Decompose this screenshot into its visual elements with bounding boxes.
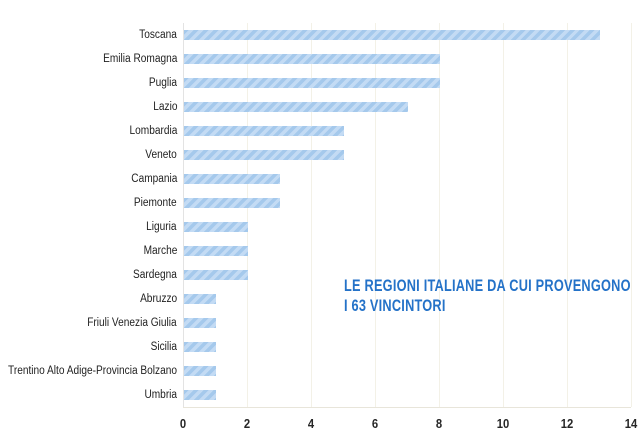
category-label-text: Lazio xyxy=(152,101,177,113)
category-label: Trentino Alto Adige-Provincia Bolzano xyxy=(0,359,177,383)
category-label: Lombardia xyxy=(0,119,177,143)
bar-liguria xyxy=(184,222,248,232)
gridline xyxy=(375,23,376,407)
gridline xyxy=(631,23,632,407)
category-label-text: Puglia xyxy=(148,77,177,89)
x-tick-label: 6 xyxy=(371,417,379,431)
x-tick-label: 4 xyxy=(307,417,315,431)
category-label: Friuli Venezia Giulia xyxy=(0,311,177,335)
category-label-text: Sardegna xyxy=(133,269,177,281)
bar-toscana xyxy=(184,30,600,40)
category-label-text: Friuli Venezia Giulia xyxy=(87,317,177,329)
bar-trentino-alto-adige-provincia-bolzano xyxy=(184,366,216,376)
category-label-text: Umbria xyxy=(144,389,177,401)
category-label-text: Marche xyxy=(143,245,177,257)
bar-piemonte xyxy=(184,198,280,208)
category-label: Toscana xyxy=(0,23,177,47)
category-label-text: Lombardia xyxy=(129,125,177,137)
x-tick-label: 12 xyxy=(560,417,574,431)
y-axis-line xyxy=(183,23,184,407)
category-label: Piemonte xyxy=(0,191,177,215)
gridline xyxy=(503,23,504,407)
x-tick-label: 10 xyxy=(496,417,510,431)
category-label: Veneto xyxy=(0,143,177,167)
category-label-text: Liguria xyxy=(146,221,177,233)
category-label-text: Trentino Alto Adige-Provincia Bolzano xyxy=(8,365,177,377)
category-label: Sicilia xyxy=(0,335,177,359)
bar-puglia xyxy=(184,78,440,88)
category-label: Umbria xyxy=(0,383,177,407)
category-label: Campania xyxy=(0,167,177,191)
annotation-line-1: LE REGIONI ITALIANE DA CUI PROVENGONO xyxy=(344,276,631,295)
category-label: Emilia Romagna xyxy=(0,47,177,71)
bar-sicilia xyxy=(184,342,216,352)
x-tick-label: 2 xyxy=(243,417,251,431)
x-tick-label: 0 xyxy=(179,417,187,431)
chart-annotation: LE REGIONI ITALIANE DA CUI PROVENGONO I … xyxy=(344,276,640,316)
bar-friuli-venezia-giulia xyxy=(184,318,216,328)
bar-umbria xyxy=(184,390,216,400)
category-label: Liguria xyxy=(0,215,177,239)
category-label-text: Abruzzo xyxy=(139,293,177,305)
bar-veneto xyxy=(184,150,344,160)
category-label-text: Piemonte xyxy=(134,197,177,209)
x-tick-label: 14 xyxy=(624,417,638,431)
category-label-text: Sicilia xyxy=(150,341,177,353)
bar-emilia-romagna xyxy=(184,54,440,64)
bar-abruzzo xyxy=(184,294,216,304)
bar-campania xyxy=(184,174,280,184)
annotation-text: LE REGIONI ITALIANE DA CUI PROVENGONO I … xyxy=(344,276,631,316)
gridline xyxy=(439,23,440,407)
category-label: Sardegna xyxy=(0,263,177,287)
category-label: Marche xyxy=(0,239,177,263)
bar-lombardia xyxy=(184,126,344,136)
gridline xyxy=(311,23,312,407)
category-label-text: Toscana xyxy=(139,29,177,41)
gridline xyxy=(247,23,248,407)
gridline xyxy=(567,23,568,407)
category-label: Abruzzo xyxy=(0,287,177,311)
bar-marche xyxy=(184,246,248,256)
category-label: Lazio xyxy=(0,95,177,119)
category-label-text: Campania xyxy=(130,173,177,185)
category-label-text: Veneto xyxy=(145,149,177,161)
category-label: Puglia xyxy=(0,71,177,95)
x-tick-label: 8 xyxy=(435,417,443,431)
bar-lazio xyxy=(184,102,408,112)
annotation-line-2: I 63 VINCINTORI xyxy=(344,296,446,315)
plot-area xyxy=(183,23,632,408)
bar-sardegna xyxy=(184,270,248,280)
category-label-text: Emilia Romagna xyxy=(102,53,177,65)
